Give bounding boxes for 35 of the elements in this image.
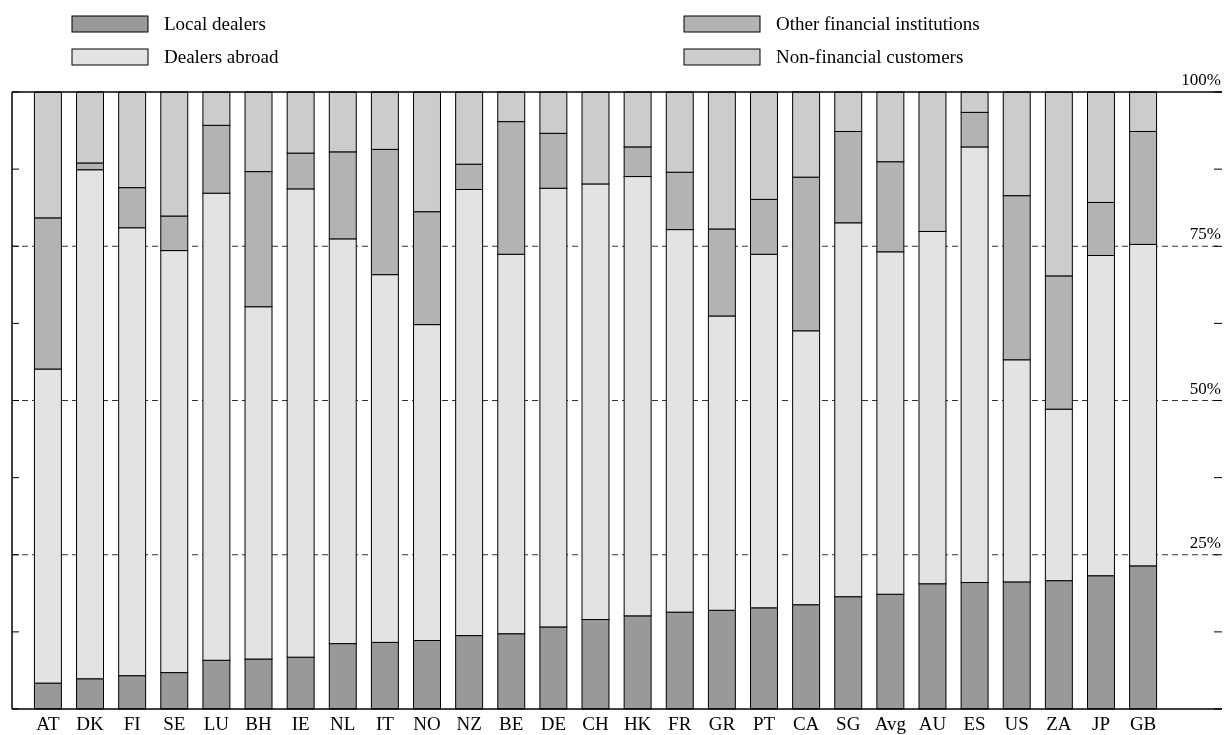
x-tick-label: IE bbox=[291, 713, 310, 734]
legend-label: Dealers abroad bbox=[164, 46, 279, 67]
x-tick-label: NO bbox=[413, 713, 441, 734]
x-tick-label: Avg bbox=[874, 713, 907, 734]
x-tick-label: AU bbox=[918, 713, 947, 734]
x-tick-label: US bbox=[1004, 713, 1029, 734]
x-tick-label: BH bbox=[245, 713, 272, 734]
x-tick-label: ES bbox=[963, 713, 986, 734]
x-tick-label: ZA bbox=[1046, 713, 1072, 734]
x-tick-label: DK bbox=[76, 713, 105, 734]
x-tick-label: DE bbox=[540, 713, 567, 734]
x-tick-label: BE bbox=[499, 713, 524, 734]
x-tick-label: CH bbox=[582, 713, 609, 734]
legend-label: Non-financial customers bbox=[776, 46, 964, 67]
x-tick-label: GR bbox=[708, 713, 736, 734]
x-tick-label: SG bbox=[836, 713, 861, 734]
x-tick-label: IT bbox=[375, 713, 395, 734]
x-tick-label: JP bbox=[1091, 713, 1110, 734]
x-tick-label: CA bbox=[792, 713, 820, 734]
x-tick-label: LU bbox=[203, 713, 230, 734]
y-tick-label: 50% bbox=[1189, 378, 1221, 398]
legend-label: Other financial institutions bbox=[776, 13, 980, 34]
x-tick-label: PT bbox=[752, 713, 776, 734]
y-tick-label: 25% bbox=[1189, 532, 1221, 552]
y-tick-label: 75% bbox=[1189, 224, 1221, 244]
x-tick-label: NL bbox=[330, 713, 356, 734]
x-tick-label: AT bbox=[36, 713, 60, 734]
x-tick-label: FR bbox=[668, 713, 692, 734]
x-tick-label: NZ bbox=[456, 713, 482, 734]
y-tick-label: 100% bbox=[1181, 70, 1221, 89]
x-tick-label: FI bbox=[123, 713, 141, 734]
x-tick-label: SE bbox=[163, 713, 186, 734]
x-tick-label: GB bbox=[1129, 713, 1157, 734]
legend-label: Local dealers bbox=[164, 13, 266, 34]
x-tick-label: HK bbox=[623, 713, 652, 734]
